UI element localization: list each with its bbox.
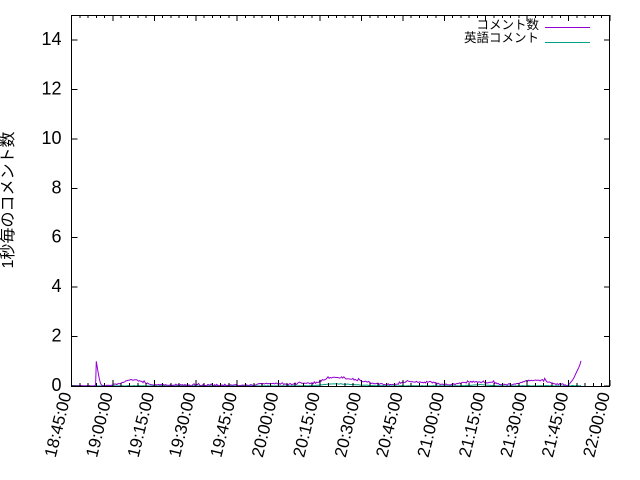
svg-text:英語コメント: 英語コメント bbox=[464, 30, 539, 45]
svg-text:8: 8 bbox=[51, 177, 61, 197]
svg-text:6: 6 bbox=[51, 227, 61, 247]
svg-text:1秒毎のコメント数: 1秒毎のコメント数 bbox=[0, 132, 17, 269]
svg-text:12: 12 bbox=[41, 78, 61, 98]
svg-text:0: 0 bbox=[51, 375, 61, 395]
svg-text:10: 10 bbox=[41, 128, 61, 148]
svg-text:2: 2 bbox=[51, 326, 61, 346]
svg-text:14: 14 bbox=[41, 29, 61, 49]
svg-text:4: 4 bbox=[51, 276, 61, 296]
svg-text:コメント数: コメント数 bbox=[476, 17, 539, 32]
